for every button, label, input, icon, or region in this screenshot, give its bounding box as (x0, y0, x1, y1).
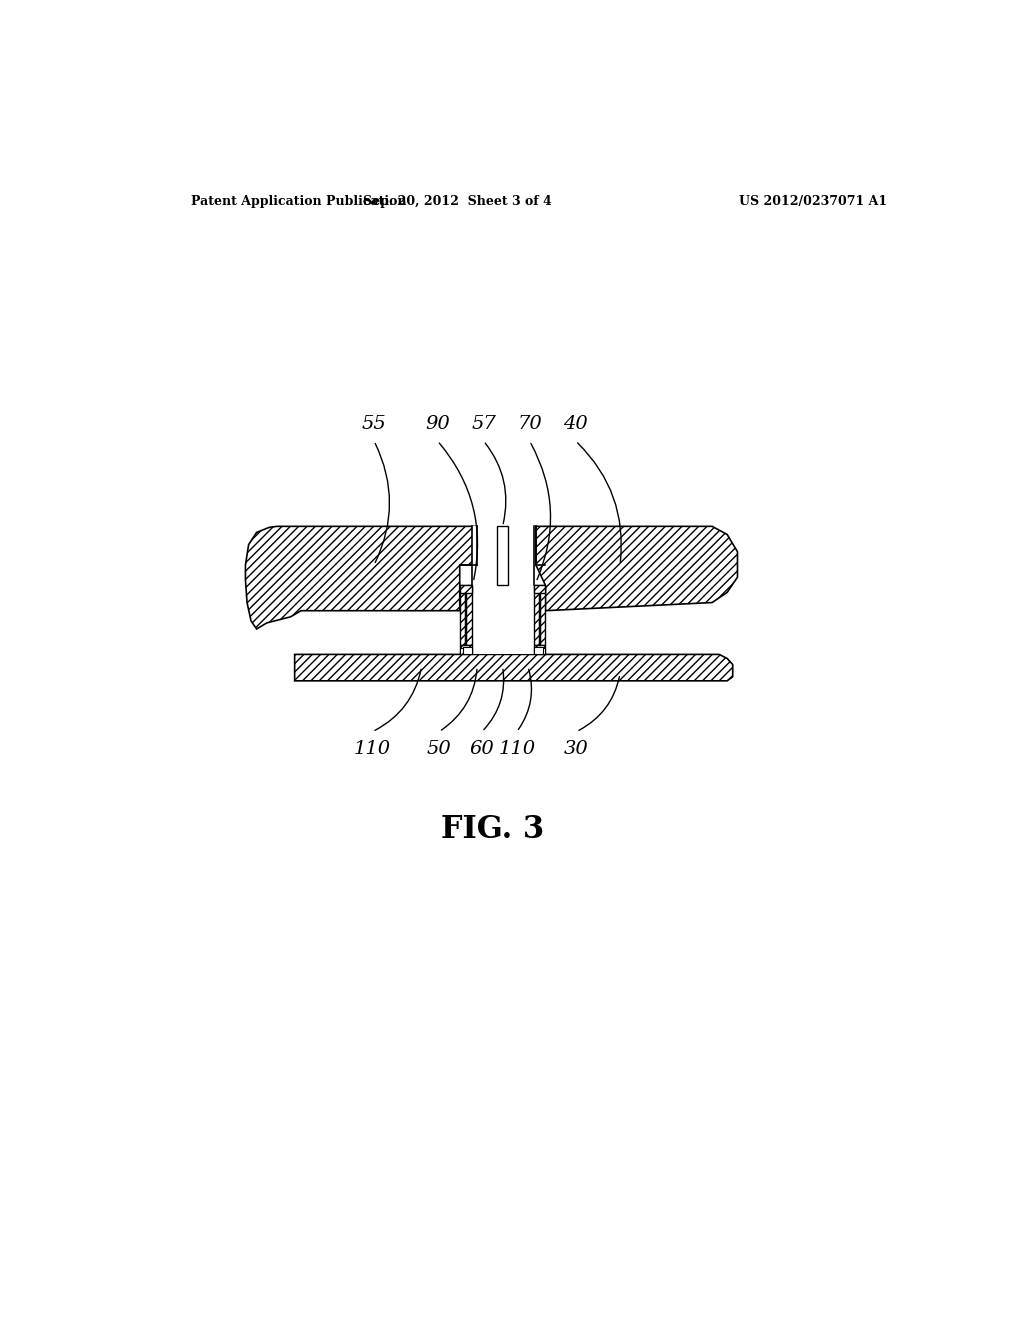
Text: 55: 55 (361, 414, 386, 433)
Polygon shape (460, 585, 472, 594)
Text: Patent Application Publication: Patent Application Publication (191, 194, 407, 207)
Polygon shape (497, 527, 508, 585)
Polygon shape (534, 645, 546, 653)
Text: US 2012/0237071 A1: US 2012/0237071 A1 (739, 194, 887, 207)
Polygon shape (534, 585, 546, 594)
Text: FIG. 3: FIG. 3 (441, 813, 545, 845)
Text: 57: 57 (471, 414, 496, 433)
Text: 110: 110 (354, 739, 391, 758)
Text: 40: 40 (563, 414, 588, 433)
Polygon shape (536, 527, 737, 611)
Text: 50: 50 (427, 739, 452, 758)
Text: 90: 90 (425, 414, 450, 433)
Text: 30: 30 (564, 739, 589, 758)
Polygon shape (534, 648, 546, 655)
Text: 70: 70 (517, 414, 542, 433)
Polygon shape (472, 527, 534, 655)
Text: 60: 60 (470, 739, 495, 758)
Polygon shape (534, 585, 539, 645)
Polygon shape (540, 585, 546, 645)
Bar (534, 647, 543, 655)
Bar (463, 647, 472, 655)
Polygon shape (460, 645, 472, 653)
Polygon shape (460, 648, 472, 655)
Polygon shape (246, 527, 477, 630)
Text: 110: 110 (499, 739, 536, 758)
Polygon shape (466, 585, 472, 645)
Text: Sep. 20, 2012  Sheet 3 of 4: Sep. 20, 2012 Sheet 3 of 4 (362, 194, 552, 207)
Polygon shape (295, 655, 733, 681)
Polygon shape (460, 585, 465, 645)
